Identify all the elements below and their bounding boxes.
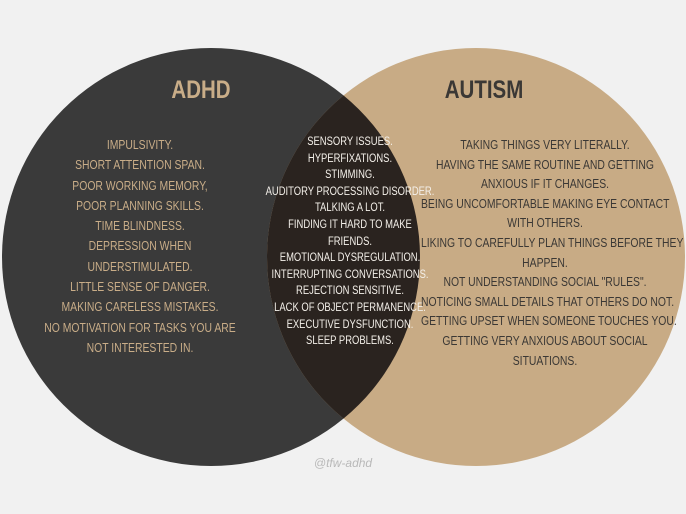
autism-trait-item: ANXIOUS IF IT CHANGES. [480,176,610,192]
adhd-trait-item: NOT INTERESTED IN. [86,339,194,355]
autism-trait-item: NOTICING SMALL DETAILS THAT OTHERS DO NO… [421,293,675,309]
autism-trait-item: GETTING VERY ANXIOUS ABOUT SOCIAL [442,332,648,348]
autism-title: AUTISM [444,76,524,104]
adhd-trait-item: DEPRESSION WHEN [88,238,192,254]
both-trait-item: INTERRUPTING CONVERSATIONS. [271,268,429,281]
autism-trait-item: NOT UNDERSTANDING SOCIAL "RULES". [443,274,647,290]
both-trait-item: EXECUTIVE DYSFUNCTION. [286,318,414,331]
adhd-trait-item: POOR PLANNING SKILLS. [76,197,204,213]
both-trait-item: REJECTION SENSITIVE. [296,285,404,298]
both-trait-item: TALKING A LOT. [314,202,386,215]
autism-trait-item: HAVING THE SAME ROUTINE AND GETTING [435,156,655,172]
autism-trait-item: WITH OTHERS. [507,215,583,231]
both-trait-item: FRIENDS. [327,235,372,248]
both-trait-item: FINDING IT HARD TO MAKE [288,218,412,231]
credit-watermark: @tfw-adhd [313,456,373,470]
overlap-region [267,48,420,466]
autism-trait-item: TAKING THINGS VERY LITERALLY. [460,137,630,152]
autism-trait-item: SITUATIONS. [512,352,578,368]
autism-traits-list: TAKING THINGS VERY LITERALLY. HAVING THE … [421,135,684,370]
both-trait-item: STIMMING. [325,169,375,182]
adhd-trait-item: TIME BLINDNESS. [95,218,185,234]
both-trait-item: AUDITORY PROCESSING DISORDER. [265,185,435,198]
adhd-trait-item: UNDERSTIMULATED. [87,258,193,274]
adhd-trait-item: IMPULSIVITY. [106,137,174,152]
adhd-trait-item: MAKING CARELESS MISTAKES. [61,299,219,315]
adhd-title: ADHD [171,76,231,104]
adhd-traits-list: IMPULSIVITY. SHORT ATTENTION SPAN. POOR WO… [20,135,260,358]
both-trait-item: SLEEP PROBLEMS. [306,335,394,348]
autism-trait-item: LIKING TO CAREFULLY PLAN THINGS BEFORE T… [421,234,684,250]
adhd-trait-item: LITTLE SENSE OF DANGER. [70,279,210,295]
shared-traits-list: SENSORY ISSUES. HYPERFIXATIONS. STIMMING. A… [262,134,437,350]
autism-trait-item: HAPPEN. [522,254,568,270]
both-trait-item: SENSORY ISSUES. [307,136,393,148]
adhd-trait-item: POOR WORKING MEMORY, [72,177,208,193]
adhd-trait-item: NO MOTIVATION FOR TASKS YOU ARE [44,319,236,335]
adhd-trait-item: SHORT ATTENTION SPAN. [75,157,205,173]
both-trait-item: EMOTIONAL DYSREGULATION. [279,252,421,265]
autism-trait-item: BEING UNCOMFORTABLE MAKING EYE CONTACT [421,195,670,211]
both-trait-item: HYPERFIXATIONS. [307,152,393,165]
autism-trait-item: GETTING UPSET WHEN SOMEONE TOUCHES YOU. [421,313,677,329]
both-trait-item: LACK OF OBJECT PERMANENCE. [274,301,426,314]
